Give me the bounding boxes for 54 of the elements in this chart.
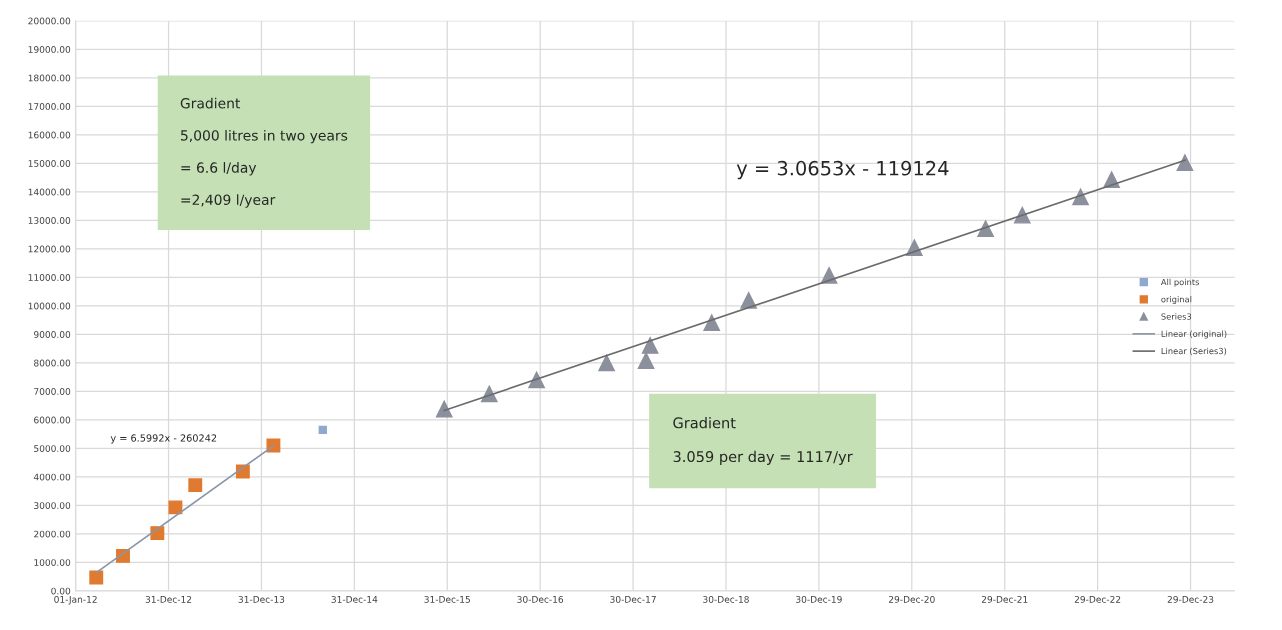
y-tick-label: 11000.00 bbox=[28, 274, 71, 281]
point bbox=[89, 570, 104, 585]
x-tick-label: 30-Dec-18 bbox=[703, 595, 749, 603]
x-tick-label: 01-Jan-12 bbox=[54, 595, 97, 605]
point bbox=[435, 400, 453, 418]
x-tick-label: 31-Dec-12 bbox=[145, 595, 192, 603]
y-tick-label: 10000.00 bbox=[28, 302, 71, 310]
legend-label: All points bbox=[1160, 278, 1200, 287]
point bbox=[188, 478, 203, 493]
point bbox=[168, 500, 183, 515]
y-tick-label: 15000.00 bbox=[28, 160, 71, 167]
annotation: y = 3.0653x - 119124 bbox=[736, 160, 949, 180]
legend-label: Linear (original) bbox=[1161, 330, 1227, 339]
x-tick-label: 29-Dec-23 bbox=[1167, 595, 1214, 603]
y-tick-label: 8000.00 bbox=[34, 359, 71, 367]
point bbox=[977, 220, 994, 237]
y-tick-label: 9000.00 bbox=[34, 331, 71, 338]
text: Gradient 3.059 per day = 1117/yr bbox=[673, 417, 853, 465]
annotation: y = 6.5992x - 260242 bbox=[110, 434, 217, 444]
y-tick-label: 5000.00 bbox=[34, 445, 71, 452]
point bbox=[598, 354, 615, 372]
y-tick-label: 17000.00 bbox=[28, 103, 71, 110]
point bbox=[637, 352, 655, 369]
point bbox=[318, 425, 327, 435]
y-tick-label: 13000.00 bbox=[28, 217, 71, 224]
x-tick-label: 30-Dec-19 bbox=[796, 595, 842, 603]
legend-label: Linear (Series3) bbox=[1161, 347, 1227, 356]
point bbox=[1176, 154, 1194, 172]
y-tick-label: 20000.00 bbox=[28, 17, 71, 25]
legend-label: Series3 bbox=[1161, 313, 1192, 320]
x-tick-label: 29-Dec-22 bbox=[1074, 595, 1121, 603]
x-tick-label: 31-Dec-15 bbox=[424, 595, 470, 603]
y-tick-label: 16000.00 bbox=[28, 131, 71, 139]
x-tick-label: 30-Dec-17 bbox=[610, 595, 656, 603]
x-tick-label: 31-Dec-13 bbox=[238, 595, 285, 603]
y-tick-label: 0.00 bbox=[51, 587, 71, 595]
y-tick-label: 4000.00 bbox=[33, 473, 71, 481]
text: Gradient 5,000 litres in two years = 6.6 l/day =2,409 l/year bbox=[180, 97, 348, 208]
x-tick-label: 30-Dec-16 bbox=[517, 595, 564, 603]
point bbox=[641, 337, 659, 354]
y-tick-label: 14000.00 bbox=[28, 188, 71, 196]
x-tick-label: 31-Dec-14 bbox=[331, 595, 378, 603]
legend-label: original bbox=[1161, 296, 1192, 305]
x-tick-label: 29-Dec-21 bbox=[981, 595, 1028, 603]
y-tick-label: 3000.00 bbox=[34, 502, 71, 509]
y-tick-label: 2000.00 bbox=[34, 530, 71, 538]
point bbox=[703, 314, 721, 332]
y-tick-label: 1000.00 bbox=[34, 559, 71, 566]
y-tick-label: 18000.00 bbox=[28, 74, 71, 82]
x-tick-label: 29-Dec-20 bbox=[888, 595, 935, 603]
y-tick-label: 7000.00 bbox=[34, 388, 71, 395]
y-tick-label: 6000.00 bbox=[34, 416, 71, 424]
y-tick-label: 19000.00 bbox=[28, 46, 71, 53]
y-tick-label: 12000.00 bbox=[28, 245, 71, 253]
